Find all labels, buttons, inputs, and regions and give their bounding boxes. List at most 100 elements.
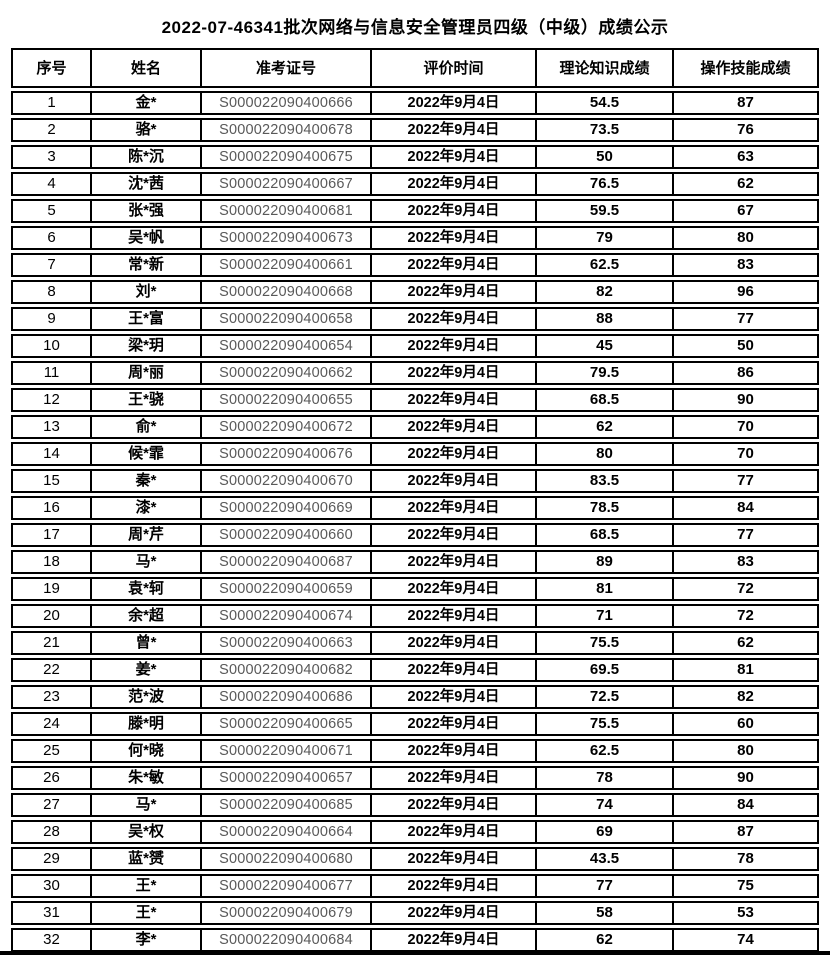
header-cell-date: 评价时间 xyxy=(370,50,535,86)
cell-seq: 10 xyxy=(43,337,60,355)
cell-ticket: S000022090400658 xyxy=(200,308,370,329)
cell-ticket: S000022090400655 xyxy=(200,389,370,410)
cell-theory: 59.5 xyxy=(535,200,672,221)
table-row: 21 曾* S000022090400663 2022年9月4日 75.5 62 xyxy=(11,630,819,655)
table-row: 10 梁*玥 S000022090400654 2022年9月4日 45 50 xyxy=(11,333,819,358)
cell-theory: 69 xyxy=(535,821,672,842)
cell-date: 2022年9月4日 xyxy=(370,794,535,815)
cell-name: 姜* xyxy=(90,659,200,680)
cell-date: 2022年9月4日 xyxy=(370,335,535,356)
table-row: 5 张*强 S000022090400681 2022年9月4日 59.5 67 xyxy=(11,198,819,223)
cell-seq: 24 xyxy=(43,715,60,733)
cell-seq: 6 xyxy=(47,229,56,247)
cell-date: 2022年9月4日 xyxy=(370,848,535,869)
cell-skill: 77 xyxy=(672,470,817,491)
cell-skill: 62 xyxy=(672,632,817,653)
cell-theory: 80 xyxy=(535,443,672,464)
table-header-row: 序号 姓名 准考证号 评价时间 理论知识成绩 操作技能成绩 xyxy=(11,48,819,88)
cell-theory: 75.5 xyxy=(535,713,672,734)
cell-skill: 67 xyxy=(672,200,817,221)
cell-seq: 27 xyxy=(43,796,60,814)
cell-theory: 77 xyxy=(535,875,672,896)
cell-seq: 13 xyxy=(43,418,60,436)
cell-date: 2022年9月4日 xyxy=(370,875,535,896)
cell-seq: 30 xyxy=(43,877,60,895)
cell-theory: 62.5 xyxy=(535,254,672,275)
cell-name: 曾* xyxy=(90,632,200,653)
results-table: 序号 姓名 准考证号 评价时间 理论知识成绩 操作技能成绩 1 金* S00002209040… xyxy=(11,48,819,952)
table-row: 2 骆* S000022090400678 2022年9月4日 73.5 76 xyxy=(11,117,819,142)
cell-date: 2022年9月4日 xyxy=(370,281,535,302)
cell-name: 袁*轲 xyxy=(90,578,200,599)
cell-date: 2022年9月4日 xyxy=(370,551,535,572)
table-row: 26 朱*敏 S000022090400657 2022年9月4日 78 90 xyxy=(11,765,819,790)
cell-seq: 18 xyxy=(43,553,60,571)
table-row: 28 吴*权 S000022090400664 2022年9月4日 69 87 xyxy=(11,819,819,844)
cell-name: 候*霏 xyxy=(90,443,200,464)
cell-name: 王*富 xyxy=(90,308,200,329)
header-cell-theory: 理论知识成绩 xyxy=(535,50,672,86)
table-row: 6 吴*帆 S000022090400673 2022年9月4日 79 80 xyxy=(11,225,819,250)
cell-ticket: S000022090400674 xyxy=(200,605,370,626)
cell-date: 2022年9月4日 xyxy=(370,173,535,194)
table-row: 29 蓝*赟 S000022090400680 2022年9月4日 43.5 78 xyxy=(11,846,819,871)
cell-name: 蓝*赟 xyxy=(90,848,200,869)
cell-seq: 2 xyxy=(47,121,56,139)
cell-name: 王*骁 xyxy=(90,389,200,410)
cell-ticket: S000022090400665 xyxy=(200,713,370,734)
cell-seq: 4 xyxy=(47,175,56,193)
cell-ticket: S000022090400675 xyxy=(200,146,370,167)
cell-skill: 76 xyxy=(672,119,817,140)
table-row: 13 俞* S000022090400672 2022年9月4日 62 70 xyxy=(11,414,819,439)
cell-seq: 8 xyxy=(47,283,56,301)
cell-seq: 16 xyxy=(43,499,60,517)
cell-date: 2022年9月4日 xyxy=(370,713,535,734)
cell-seq: 7 xyxy=(47,256,56,274)
header-cell-name: 姓名 xyxy=(90,50,200,86)
cell-seq: 25 xyxy=(43,742,60,760)
cell-date: 2022年9月4日 xyxy=(370,605,535,626)
cell-ticket: S000022090400657 xyxy=(200,767,370,788)
cell-date: 2022年9月4日 xyxy=(370,659,535,680)
bottom-divider xyxy=(0,951,830,955)
table-row: 4 沈*茜 S000022090400667 2022年9月4日 76.5 62 xyxy=(11,171,819,196)
page-title: 2022-07-46341批次网络与信息安全管理员四级（中级）成绩公示 xyxy=(161,18,669,37)
cell-ticket: S000022090400669 xyxy=(200,497,370,518)
cell-seq: 21 xyxy=(43,634,60,652)
cell-skill: 72 xyxy=(672,605,817,626)
table-row: 30 王* S000022090400677 2022年9月4日 77 75 xyxy=(11,873,819,898)
cell-ticket: S000022090400672 xyxy=(200,416,370,437)
cell-ticket: S000022090400673 xyxy=(200,227,370,248)
cell-date: 2022年9月4日 xyxy=(370,308,535,329)
cell-date: 2022年9月4日 xyxy=(370,902,535,923)
cell-ticket: S000022090400670 xyxy=(200,470,370,491)
cell-ticket: S000022090400682 xyxy=(200,659,370,680)
cell-theory: 75.5 xyxy=(535,632,672,653)
cell-theory: 62 xyxy=(535,416,672,437)
table-row: 22 姜* S000022090400682 2022年9月4日 69.5 81 xyxy=(11,657,819,682)
cell-name: 王* xyxy=(90,875,200,896)
cell-theory: 88 xyxy=(535,308,672,329)
cell-ticket: S000022090400663 xyxy=(200,632,370,653)
cell-skill: 60 xyxy=(672,713,817,734)
cell-name: 常*新 xyxy=(90,254,200,275)
cell-seq: 12 xyxy=(43,391,60,409)
cell-skill: 83 xyxy=(672,254,817,275)
cell-skill: 86 xyxy=(672,362,817,383)
cell-date: 2022年9月4日 xyxy=(370,443,535,464)
cell-theory: 50 xyxy=(535,146,672,167)
cell-skill: 74 xyxy=(672,929,817,950)
cell-skill: 96 xyxy=(672,281,817,302)
cell-date: 2022年9月4日 xyxy=(370,740,535,761)
cell-seq: 26 xyxy=(43,769,60,787)
cell-seq: 14 xyxy=(43,445,60,463)
cell-name: 周*芹 xyxy=(90,524,200,545)
header-cell-skill: 操作技能成绩 xyxy=(672,50,817,86)
cell-skill: 70 xyxy=(672,416,817,437)
cell-name: 何*晓 xyxy=(90,740,200,761)
cell-name: 陈*沉 xyxy=(90,146,200,167)
cell-ticket: S000022090400681 xyxy=(200,200,370,221)
cell-ticket: S000022090400679 xyxy=(200,902,370,923)
cell-name: 秦* xyxy=(90,470,200,491)
cell-theory: 72.5 xyxy=(535,686,672,707)
